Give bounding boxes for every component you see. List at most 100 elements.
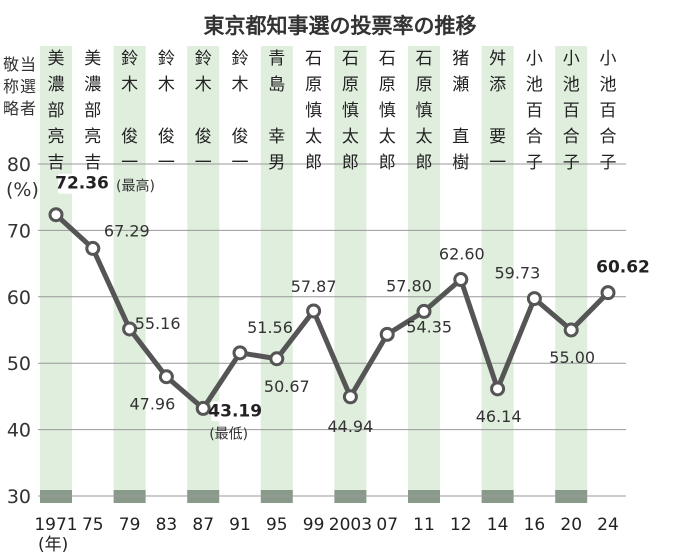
winner-char: 吉 [84,153,101,173]
winner-char: 原 [305,75,322,95]
y-tick-label: 30 [7,486,31,508]
winner-char: 鈴 [121,49,138,69]
winner-char: 原 [379,75,396,95]
winner-char: 俊 [158,127,175,147]
y-tick-label: 60 [7,287,31,309]
winner-char: 木 [195,75,212,95]
winner-char: 部 [48,101,65,121]
x-tick-label: 1971 [34,515,77,535]
winner-char: 郎 [416,153,433,173]
data-label: 51.56 [247,318,293,337]
winner-char: 瀬 [452,75,469,95]
data-point [85,240,101,256]
winner-char: 原 [416,75,433,95]
winner-char: 慎 [342,101,359,121]
winner-char: 百 [600,101,617,121]
data-point [379,326,395,342]
row-label-char: 者 [20,99,36,118]
data-label: 57.80 [386,276,432,295]
data-label: 60.62 [596,258,650,278]
winner-char: 石 [416,49,433,69]
winner-char: 吉 [48,153,65,173]
data-point [158,369,174,385]
row-label-char: 略 [3,99,19,118]
winner-char: 慎 [379,101,396,121]
winner-char: 子 [600,153,617,173]
data-label: 54.35 [406,317,452,336]
winner-char: 小 [526,49,543,69]
data-point [416,303,432,319]
turnout-line [54,212,610,411]
x-tick-label: 87 [192,515,214,535]
data-point [306,303,322,319]
x-tick-label: 91 [229,515,251,535]
winner-char: 一 [195,153,212,173]
data-label: 55.00 [549,348,595,367]
column-band [408,46,440,496]
chart-title: 東京都知事選の投票率の推移 [204,14,477,38]
winner-char: 郎 [342,153,359,173]
x-tick-label: 16 [524,515,546,535]
x-tick-label: 2003 [329,515,372,535]
winner-char: 一 [158,153,175,173]
y-tick-label: 50 [7,353,31,375]
winner-char: 添 [489,75,506,95]
winner-char: 猪 [452,49,469,69]
winner-char: 要 [489,127,506,147]
winner-char: 木 [121,75,138,95]
data-point [342,389,358,405]
winner-char: 太 [305,127,322,147]
winner-char: 濃 [48,75,65,95]
data-label: 57.87 [291,277,337,296]
data-label: 44.94 [327,417,373,436]
turnout-series [48,207,616,416]
winner-char: 島 [268,75,285,95]
data-labels: 72.36 67.29 55.16 47.96 43.19 51.56 50.67 57.87… [55,173,650,436]
winner-char: 石 [379,49,396,69]
winner-char: 原 [342,75,359,95]
data-label: 55.16 [135,314,181,333]
data-point [526,291,542,307]
data-point [195,400,211,416]
winner-char: 青 [268,49,285,69]
x-tick-label: 07 [376,515,398,535]
winner-char: 池 [563,75,580,95]
y-tick-label: 70 [7,220,31,242]
min-annotation: (最低) [209,426,248,442]
column-band [481,46,514,496]
winner-char: 幸 [268,127,285,147]
winner-char: 池 [526,75,543,95]
winner-char: 池 [600,75,617,95]
winner-char: 太 [379,127,396,147]
data-label-backdrop [58,173,106,194]
column-band [40,46,72,496]
x-tick-label: 83 [156,515,178,535]
winner-char: 部 [84,101,101,121]
data-label-backdrop [211,401,260,422]
data-point [490,381,506,397]
winner-char: 石 [342,49,359,69]
data-label: 46.14 [476,407,522,426]
winner-char: 百 [563,101,580,121]
winner-char: 亮 [48,127,65,147]
winner-char: 太 [342,127,359,147]
x-axis: 1971 75 79 83 87 91 95 99 2003 07 11 12 14 16 20 24 [34,515,618,535]
x-axis-unit: (年) [38,535,68,555]
y-tick-label: 80 [7,154,31,176]
winner-char: 俊 [195,127,212,147]
winner-char: 合 [600,127,617,147]
winner-char: 小 [600,49,617,69]
